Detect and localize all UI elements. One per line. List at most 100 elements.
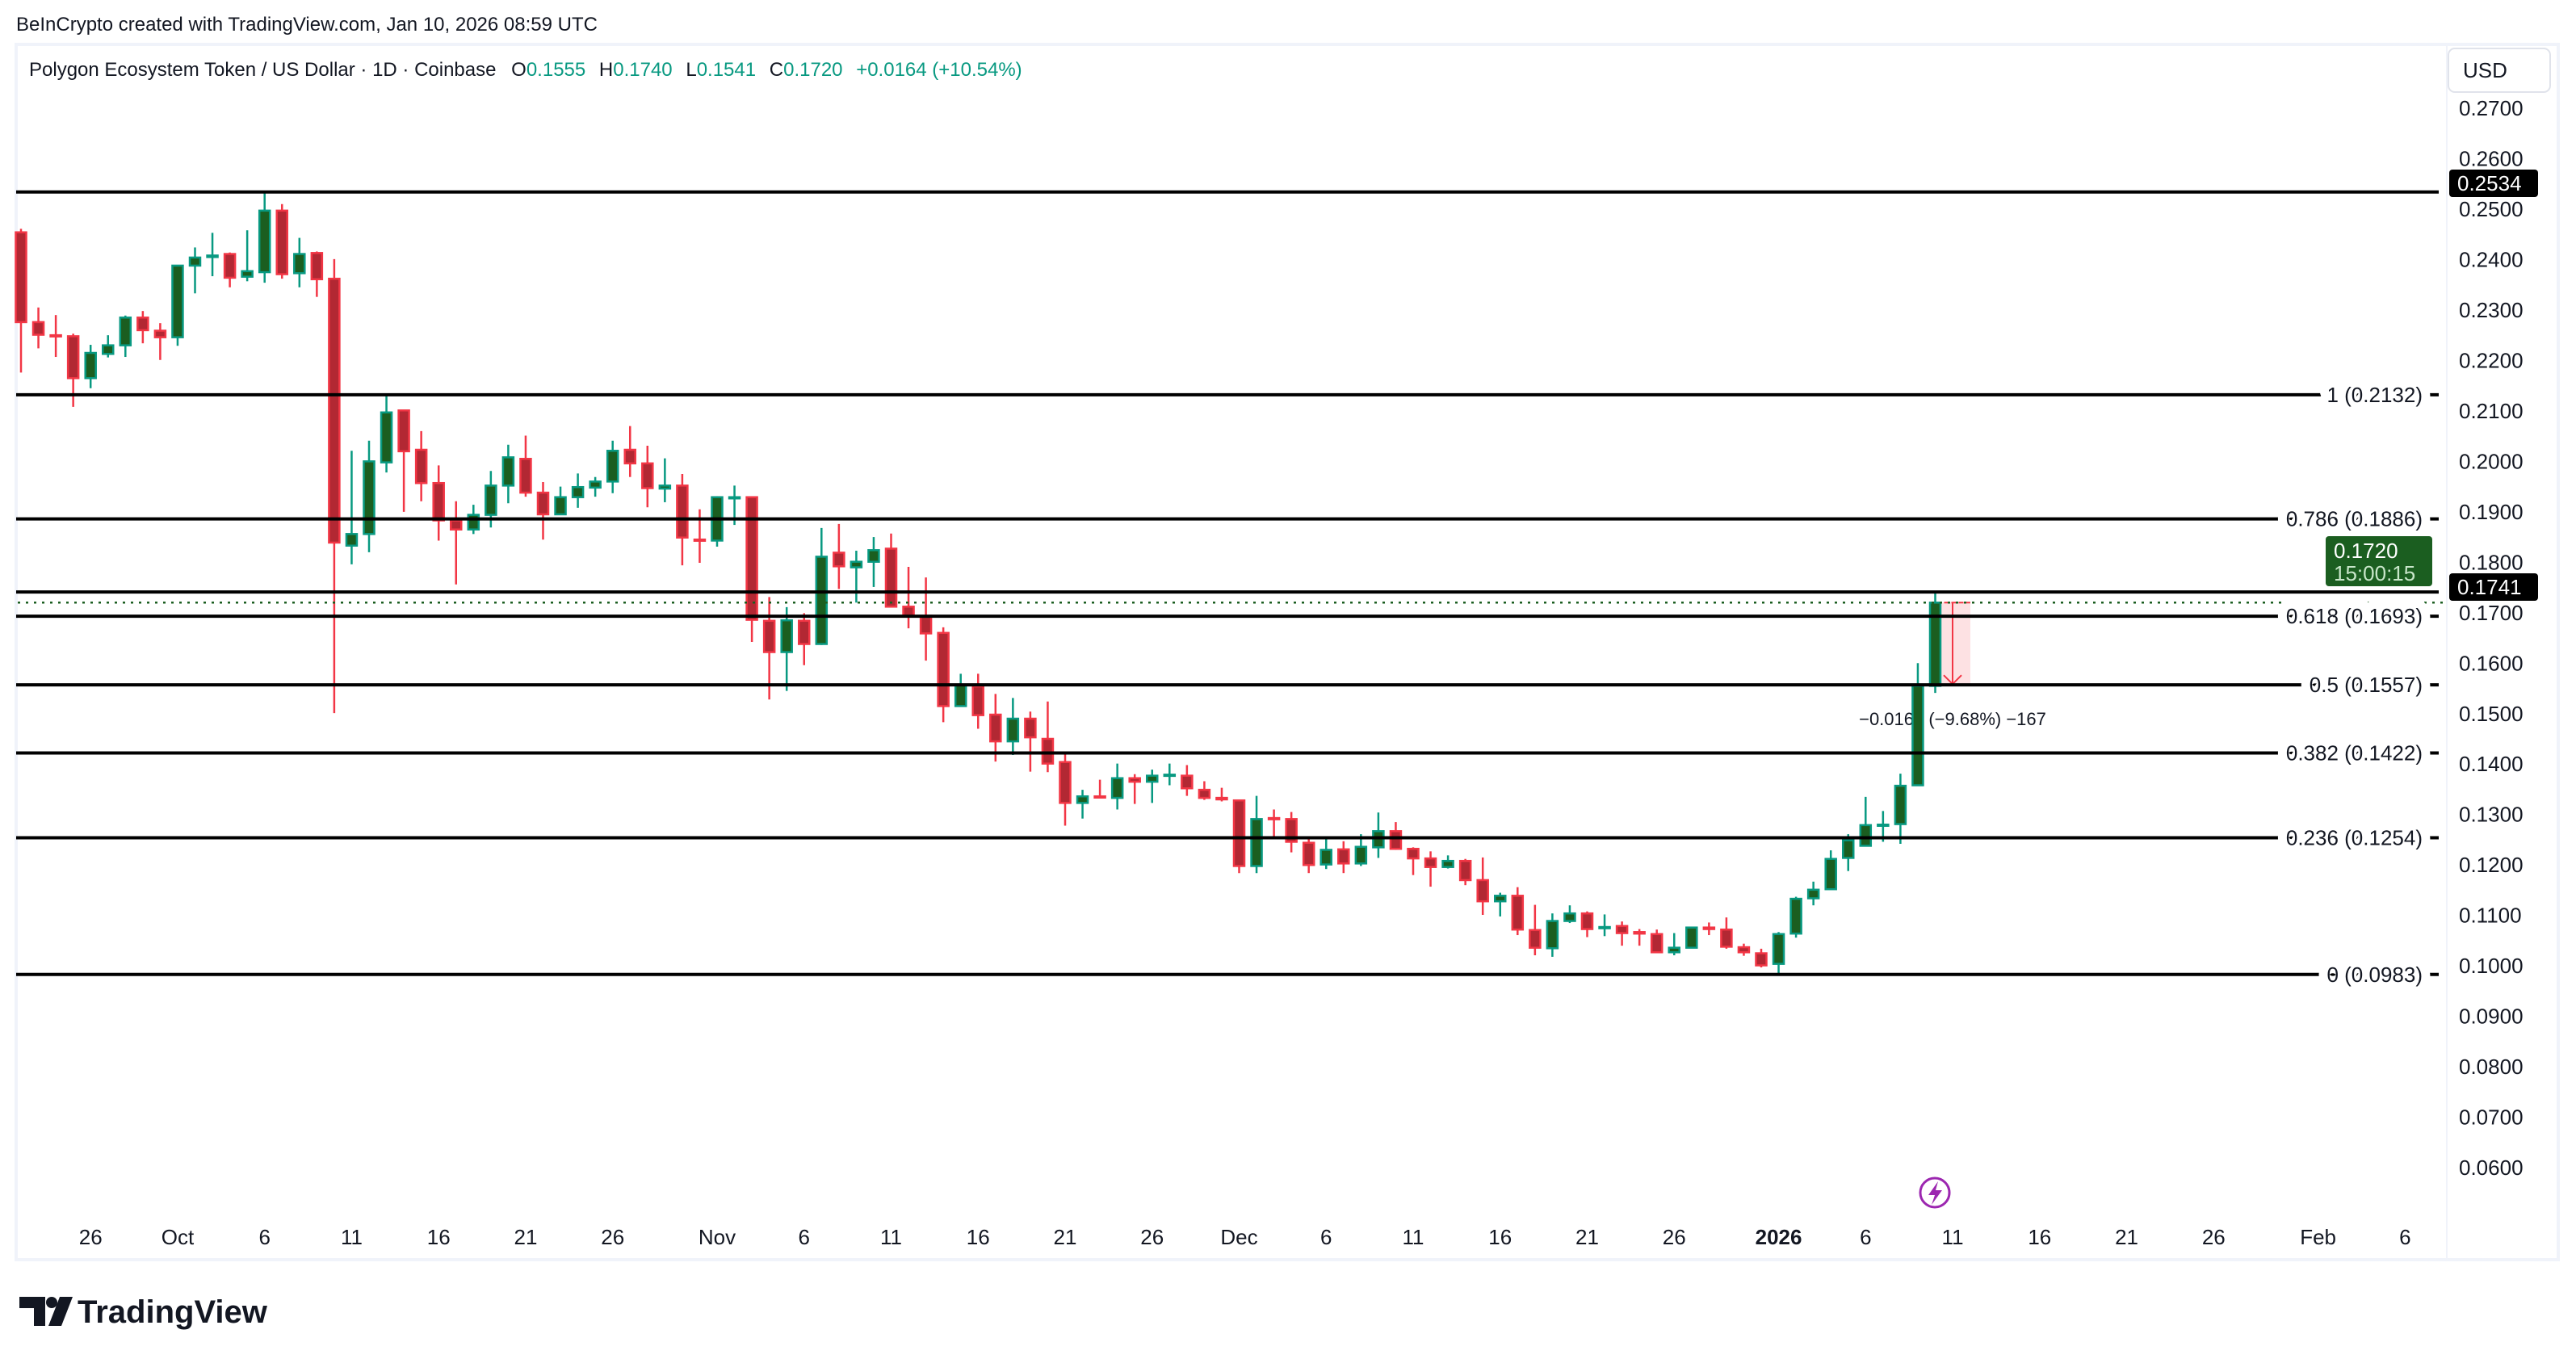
candle-body <box>1806 888 1820 900</box>
candle <box>1598 914 1611 937</box>
legend-low: 0.1541 <box>697 59 756 81</box>
candle <box>658 458 672 502</box>
price-tick-label: 0.2000 <box>2459 449 2524 473</box>
candle-body <box>1424 857 1437 868</box>
candle <box>49 315 62 358</box>
candle-body <box>1476 879 1489 903</box>
price-tick-label: 0.1800 <box>2459 550 2524 574</box>
candle <box>780 606 793 691</box>
candle <box>380 393 393 473</box>
time-tick-label: 21 <box>514 1225 537 1249</box>
candle-body <box>884 547 898 608</box>
candle-body <box>1076 795 1089 804</box>
candle-body <box>1041 737 1055 765</box>
legend-l-label: L <box>686 59 696 81</box>
candle <box>1128 774 1141 804</box>
candle <box>1494 892 1507 916</box>
candle <box>1806 881 1820 906</box>
time-tick-label: 16 <box>427 1225 451 1249</box>
candle <box>606 440 619 493</box>
candle <box>1824 850 1837 891</box>
time-tick-label: 26 <box>1140 1225 1164 1249</box>
time-tick-label: 2026 <box>1756 1225 1802 1249</box>
price-tick-label: 0.1300 <box>2459 803 2524 827</box>
candle <box>1720 917 1733 949</box>
candle-body <box>1110 777 1124 799</box>
candle-body <box>258 209 271 274</box>
candle-body <box>1458 859 1472 882</box>
currency-button[interactable]: USD <box>2448 48 2551 93</box>
candle <box>1928 592 1942 694</box>
candle-body <box>1894 784 1907 825</box>
candle <box>1093 779 1106 799</box>
candle-body <box>919 614 933 635</box>
fibonacci-levels[interactable]: 1 (0.2132) 0.786 (0.1886) 0.618 (0.1693) 0.… <box>16 190 2445 996</box>
candle-body <box>571 485 585 498</box>
candle-body <box>1511 895 1525 931</box>
candle-body <box>1633 931 1646 935</box>
price-tick-label: 0.0800 <box>2459 1055 2524 1079</box>
candle <box>571 473 585 508</box>
candle <box>31 307 45 349</box>
candle-body <box>1702 926 1716 930</box>
candle <box>1389 822 1403 850</box>
candle-body <box>1546 920 1559 950</box>
candle <box>153 323 167 360</box>
candle <box>363 440 375 552</box>
time-tick-label: 26 <box>601 1225 624 1249</box>
legend-h-label: H <box>599 59 613 81</box>
time-tick-label: 11 <box>880 1225 902 1249</box>
candle-body <box>780 619 793 653</box>
legend-symbol: Polygon Ecosystem Token / US Dollar · 1D… <box>29 59 496 81</box>
candle <box>345 451 359 564</box>
candle-body <box>1737 946 1751 954</box>
candle <box>171 264 184 346</box>
resistance-price-value: 0.2534 <box>2457 171 2522 195</box>
candle <box>623 426 636 477</box>
candle <box>1441 855 1454 869</box>
candle-body <box>31 321 45 336</box>
currency-button-frame[interactable] <box>2448 48 2551 93</box>
candle <box>1059 751 1072 826</box>
candle <box>84 345 97 388</box>
candle-body <box>119 317 132 346</box>
price-tick-label: 0.1900 <box>2459 500 2524 524</box>
time-axis[interactable]: 26 Oct 6 11 16 21 26 Nov 6 11 16 21 26 Dec 6 11 16 21 26 20… <box>79 1225 2411 1249</box>
candle <box>711 496 724 547</box>
candle <box>241 230 254 282</box>
candle-body <box>432 481 445 522</box>
candle <box>293 237 306 287</box>
candle-body <box>833 552 845 568</box>
candle <box>554 486 567 516</box>
candle-body <box>328 277 341 544</box>
candle-body <box>867 549 880 563</box>
time-tick-label: 11 <box>341 1225 363 1249</box>
candle-body <box>745 496 758 621</box>
candle-body <box>1059 761 1072 804</box>
candle <box>867 537 880 587</box>
candle-body <box>536 491 550 516</box>
price-axis[interactable]: 0.2700 0.2600 0.2500 0.2400 0.2300 0.2200 0.21… <box>2459 96 2524 1180</box>
price-tick-label: 0.2700 <box>2459 96 2524 120</box>
candle-body <box>49 333 62 338</box>
candle-body <box>1911 685 1924 786</box>
candle <box>833 523 845 589</box>
time-tick-label: 6 <box>2399 1225 2410 1249</box>
candle-body <box>850 560 863 568</box>
candle-body <box>1842 839 1855 859</box>
candle-body <box>1128 777 1141 783</box>
price-tick-label: 0.0600 <box>2459 1156 2524 1180</box>
candle-body <box>206 254 219 258</box>
candle <box>1024 711 1037 772</box>
lightning-icon[interactable] <box>1919 1177 1951 1209</box>
candle <box>1529 904 1542 956</box>
lightning-bolt <box>1928 1181 1942 1205</box>
chart-pane <box>15 43 2560 1261</box>
candle-body <box>136 317 149 332</box>
price-tick-label: 0.1700 <box>2459 601 2524 625</box>
candle-body <box>1093 795 1106 799</box>
candle-body <box>1250 818 1263 867</box>
candle <box>414 430 428 501</box>
candle-body <box>1615 925 1629 934</box>
